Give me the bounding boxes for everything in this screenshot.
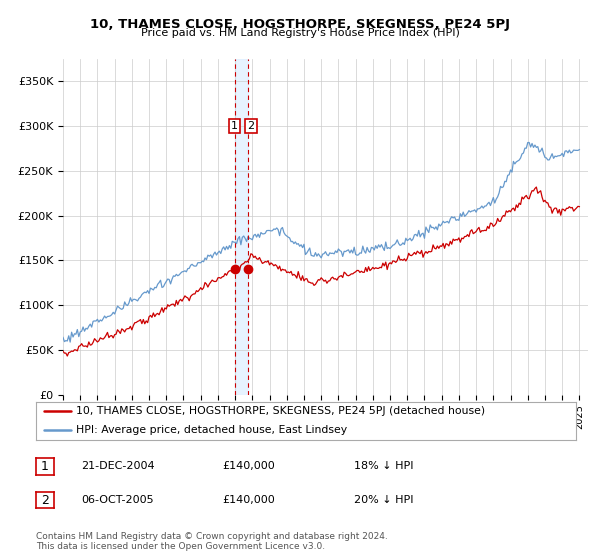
- Text: 2: 2: [247, 121, 254, 131]
- Text: 06-OCT-2005: 06-OCT-2005: [81, 494, 154, 505]
- Text: 1: 1: [231, 121, 238, 131]
- Text: 18% ↓ HPI: 18% ↓ HPI: [354, 461, 413, 471]
- Text: Contains HM Land Registry data © Crown copyright and database right 2024.
This d: Contains HM Land Registry data © Crown c…: [36, 532, 388, 552]
- Text: 21-DEC-2004: 21-DEC-2004: [81, 461, 155, 471]
- Text: 10, THAMES CLOSE, HOGSTHORPE, SKEGNESS, PE24 5PJ: 10, THAMES CLOSE, HOGSTHORPE, SKEGNESS, …: [90, 18, 510, 31]
- Text: £140,000: £140,000: [222, 461, 275, 471]
- Text: Price paid vs. HM Land Registry's House Price Index (HPI): Price paid vs. HM Land Registry's House …: [140, 28, 460, 38]
- Text: 1: 1: [41, 460, 49, 473]
- Text: £140,000: £140,000: [222, 494, 275, 505]
- Text: 2: 2: [41, 493, 49, 507]
- Text: HPI: Average price, detached house, East Lindsey: HPI: Average price, detached house, East…: [77, 426, 347, 436]
- Text: 10, THAMES CLOSE, HOGSTHORPE, SKEGNESS, PE24 5PJ (detached house): 10, THAMES CLOSE, HOGSTHORPE, SKEGNESS, …: [77, 407, 485, 417]
- Bar: [235, 59, 248, 395]
- Text: 20% ↓ HPI: 20% ↓ HPI: [354, 494, 413, 505]
